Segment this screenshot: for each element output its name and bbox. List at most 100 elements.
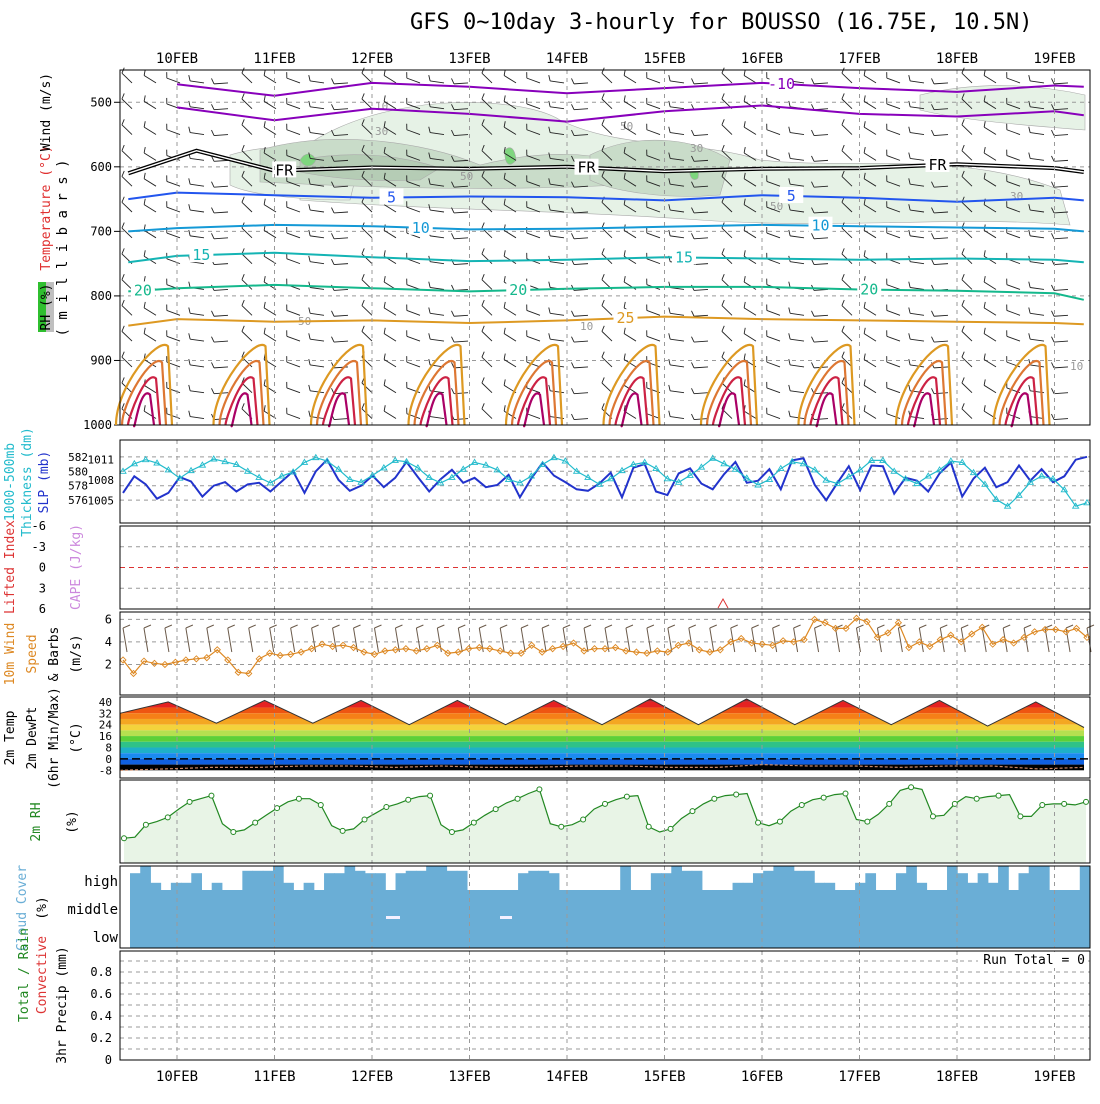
wind-barb-flag [331, 259, 334, 264]
wind-barb [814, 135, 828, 136]
date-label-bottom-11feb: 11FEB [253, 1069, 295, 1085]
wind-barb [1054, 393, 1068, 394]
wind-barb-flag [122, 274, 124, 280]
wind-barb-flag [144, 121, 145, 127]
wind-barb [1007, 233, 1020, 238]
wind-barb-flag [1051, 130, 1054, 135]
wind-barb [962, 306, 972, 316]
wind-barb [887, 156, 900, 161]
wind-barb-flag [842, 248, 844, 254]
wind-barb-flag [691, 362, 694, 367]
wind-barb [310, 107, 324, 109]
wind-barb-flag [909, 385, 910, 391]
wind-barb-10m-flag [291, 625, 298, 628]
rh-point [974, 796, 979, 801]
rh-point [471, 820, 476, 825]
wind-barb [790, 365, 804, 367]
ytick-stability: 6 [39, 602, 46, 616]
wind-barb-flag [429, 307, 430, 313]
ylabel-rh2m-unit: (%) [65, 810, 80, 833]
wind-barb [144, 153, 156, 160]
wind-barb-10m [228, 628, 232, 652]
rh-point [821, 795, 826, 800]
ylabel-temp2m-1: 2m Temp [3, 710, 18, 765]
wind-barb-10m-flag [207, 625, 214, 628]
wind-barb [790, 417, 804, 419]
wind-barb [670, 81, 684, 83]
wind-barb-flag [931, 388, 934, 393]
slp-line [123, 458, 1087, 507]
ylabel-wind10m-4: (m/s) [69, 634, 84, 673]
wind-barb-10m-flag [563, 625, 570, 628]
wind-barb-flag [549, 230, 550, 236]
wind-barb-flag [309, 204, 310, 210]
rh-point [143, 822, 148, 827]
wind-barb [407, 207, 420, 212]
wind-barb [550, 262, 564, 264]
wind-barb [287, 78, 300, 83]
wind-barb [574, 315, 588, 316]
wind-barb-flag [909, 153, 910, 159]
wind-barb [334, 367, 348, 368]
cloud-high-bar [355, 871, 366, 890]
wind-barb-flag [722, 119, 724, 125]
wind-barb-10m [207, 628, 211, 652]
contour-label-15: 15 [192, 246, 210, 264]
wind-barb [122, 125, 132, 135]
wind-barb [722, 228, 732, 238]
wind-barb [767, 310, 780, 315]
wind-barb [550, 391, 564, 393]
wind-barb-flag [962, 145, 964, 151]
date-label-top-13feb: 13FEB [448, 51, 490, 67]
rh-point [340, 828, 345, 833]
wind-barb [334, 289, 348, 290]
ytick-precip: 0.6 [90, 987, 112, 1001]
wind-barb-10m-flag [249, 625, 256, 628]
wind-barb [334, 212, 348, 213]
wind-barb [482, 306, 492, 316]
wind-barb-flag [264, 328, 265, 334]
rh-point [537, 787, 542, 792]
wind-barb-flag [669, 307, 670, 313]
wind-barb-flag [722, 274, 724, 280]
wind-barb-10m-flag [647, 625, 654, 628]
cloud-high-bar [406, 871, 417, 890]
wind-barb-flag [1051, 182, 1054, 187]
wind-barb [962, 383, 972, 393]
wind-barb-flag [504, 405, 505, 411]
wind-barb-flag [909, 282, 910, 288]
wind-barb [384, 308, 396, 315]
contour-label-5: 5 [787, 187, 796, 205]
wind-barb [842, 306, 852, 316]
wind-barb [962, 151, 972, 161]
cloud-high-bar [375, 873, 386, 890]
wind-barb-flag [624, 354, 625, 360]
wind-barb [1030, 81, 1044, 83]
wind-barb-flag [211, 233, 214, 238]
ytick-slp: 1011 [88, 454, 115, 467]
wind-barb [527, 310, 540, 315]
wind-barb [1007, 78, 1020, 83]
wind-barb-10m-flag [856, 625, 863, 628]
wind-barb [574, 419, 588, 420]
wind-barb-flag [931, 130, 934, 135]
wind-barb-flag [482, 248, 484, 254]
wind-barb-flag [482, 326, 484, 332]
wind-barb-flag [362, 403, 364, 409]
date-label-bottom-17feb: 17FEB [838, 1069, 880, 1085]
wind-barb-flag [331, 337, 334, 342]
wind-barb [242, 125, 252, 135]
wind-barb [242, 202, 252, 212]
wind-barb-flag [189, 385, 190, 391]
wind-barb-flag [504, 354, 505, 360]
wind-barb-10m-flag [186, 625, 193, 628]
wind-barb [287, 104, 300, 109]
wind-barb [984, 282, 996, 289]
wind-barb [167, 181, 180, 186]
wind-barb-flag [189, 411, 190, 417]
wind-barb [647, 233, 660, 238]
wind-barb-flag [909, 230, 910, 236]
wind-barb [767, 336, 780, 341]
